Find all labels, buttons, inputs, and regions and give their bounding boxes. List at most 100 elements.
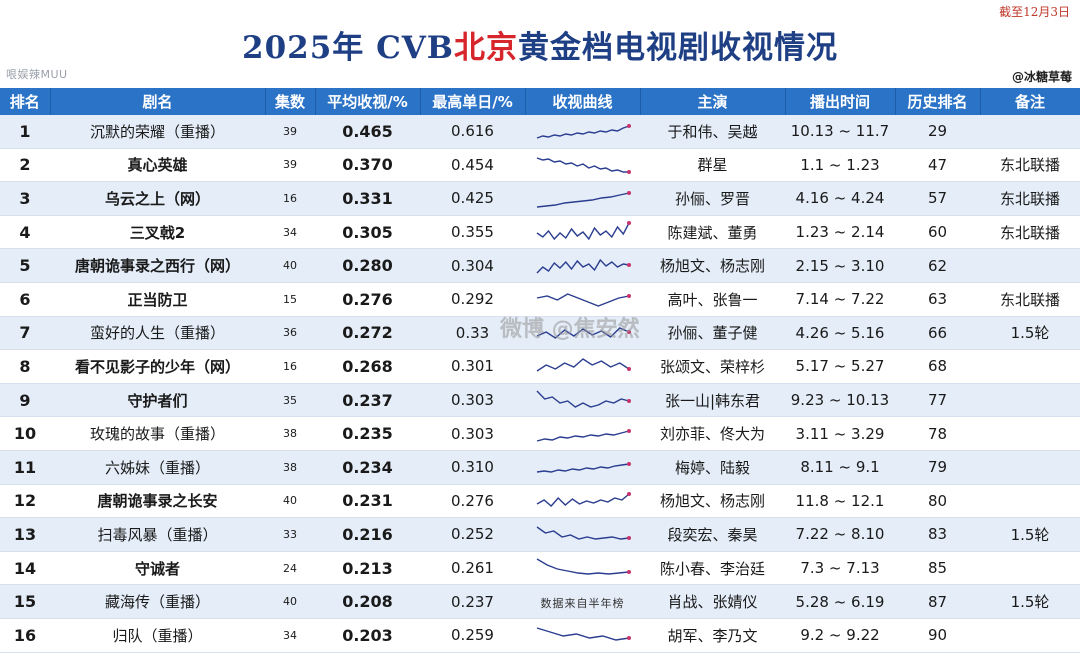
col-period: 播出时间 [785, 88, 896, 115]
avg-rating-cell: 0.331 [315, 181, 420, 216]
col-history-rank: 历史排名 [895, 88, 981, 115]
rank-cell: 5 [0, 248, 50, 283]
avg-rating-cell: 0.203 [315, 618, 420, 653]
title-cell: 看不见影子的少年（网） [50, 349, 265, 384]
table-row: 7 蛮好的人生（重播） 36 0.272 0.33 孙俪、董子健 4.26 ~ 5.16 66… [0, 316, 1080, 351]
page-title: 2025年 CVB北京黄金档电视剧收视情况 [0, 22, 1080, 67]
peak-rating-cell: 0.301 [420, 349, 525, 384]
rating-curve-line [536, 526, 629, 541]
rating-curve-end-point [626, 262, 631, 267]
rating-curve-line [536, 558, 629, 575]
curve-cell [525, 316, 640, 351]
rating-curve-end-point [626, 428, 631, 433]
rating-curve [536, 293, 631, 308]
note-cell: 1.5轮 [980, 316, 1080, 351]
period-cell: 5.28 ~ 6.19 [785, 584, 895, 619]
cast-cell: 胡军、李乃文 [640, 618, 785, 653]
rating-curve [536, 157, 631, 174]
avg-rating-cell: 0.235 [315, 416, 420, 451]
episodes-cell: 38 [265, 416, 315, 451]
left-watermark: 哏娱辣MUU [6, 68, 68, 81]
rank-cell: 16 [0, 618, 50, 653]
title-cell: 归队（重播） [50, 618, 265, 653]
cast-cell: 于和伟、吴越 [640, 115, 785, 149]
rating-curve [535, 390, 631, 408]
rating-curve-end-point [626, 462, 631, 467]
title-cell: 真心英雄 [50, 148, 265, 183]
rating-curve-line [536, 627, 629, 641]
episodes-cell: 39 [265, 115, 315, 149]
table-row: 15 藏海传（重播） 40 0.208 0.237 数据来自半年榜 肖战、张婧仪 5.28 ~… [0, 584, 1080, 619]
col-cast: 主演 [640, 88, 786, 115]
cast-cell: 陈小春、李治廷 [640, 551, 785, 586]
note-cell [980, 618, 1080, 653]
rating-curve-line [535, 390, 629, 408]
table-row: 12 唐朝诡事录之长安 40 0.231 0.276 杨旭文、杨志刚 11.8 ~ 12.1… [0, 484, 1080, 519]
curve-cell [525, 115, 640, 149]
table-row: 9 守护者们 35 0.237 0.303 张一山|韩东君 9.23 ~ 10.13 77 [0, 383, 1080, 418]
period-cell: 7.3 ~ 7.13 [785, 551, 895, 586]
rank-cell: 8 [0, 349, 50, 384]
note-cell: 东北联播 [980, 148, 1080, 183]
title-year: 2025年 CVB [242, 30, 454, 66]
rating-curve [536, 191, 631, 209]
rating-curve-line [536, 327, 629, 339]
credit-label: @冰糖草莓 [1011, 70, 1072, 84]
note-cell: 1.5轮 [980, 517, 1080, 552]
rank-cell: 15 [0, 584, 50, 619]
cast-cell: 陈建斌、董勇 [640, 215, 785, 250]
curve-cell [525, 551, 640, 586]
title-cell: 守护者们 [50, 383, 265, 418]
history-rank-cell: 57 [895, 181, 980, 216]
table-row: 1 沉默的荣耀（重播） 39 0.465 0.616 于和伟、吴越 10.13 ~ 11.7… [0, 115, 1080, 149]
curve-source-note: 数据来自半年榜 [540, 596, 625, 610]
rating-curve-end-point [626, 367, 631, 372]
rank-cell: 4 [0, 215, 50, 250]
period-cell: 7.22 ~ 8.10 [785, 517, 895, 552]
note-cell [980, 450, 1080, 485]
peak-rating-cell: 0.304 [420, 248, 525, 283]
rating-curve-end-point [626, 294, 631, 299]
period-cell: 1.23 ~ 2.14 [785, 215, 895, 250]
peak-rating-cell: 0.292 [420, 282, 525, 317]
history-rank-cell: 29 [895, 115, 980, 149]
title-cell: 扫毒风暴（重播） [50, 517, 265, 552]
title-cell: 唐朝诡事录之西行（网） [50, 248, 265, 283]
episodes-cell: 40 [265, 584, 315, 619]
avg-rating-cell: 0.280 [315, 248, 420, 283]
rating-curve-line [536, 125, 629, 139]
rating-curve-line [536, 157, 629, 173]
peak-rating-cell: 0.303 [420, 383, 525, 418]
episodes-cell: 40 [265, 484, 315, 519]
ratings-table: 排名 剧名 集数 平均收视/% 最高单日/% 收视曲线 主演 播出时间 历史排名… [0, 88, 1080, 653]
table-body: 1 沉默的荣耀（重播） 39 0.465 0.616 于和伟、吴越 10.13 ~ 11.7… [0, 115, 1080, 653]
note-cell: 东北联播 [980, 282, 1080, 317]
cast-cell: 群星 [640, 148, 785, 183]
col-avg-rating: 平均收视/% [315, 88, 421, 115]
period-cell: 7.14 ~ 7.22 [785, 282, 895, 317]
title-cell: 六姊妹（重播） [50, 450, 265, 485]
rating-curve [536, 526, 631, 541]
title-cell: 玫瑰的故事（重播） [50, 416, 265, 451]
episodes-cell: 15 [265, 282, 315, 317]
period-cell: 9.2 ~ 9.22 [785, 618, 895, 653]
note-cell: 东北联播 [980, 215, 1080, 250]
rating-curve-end-point [626, 636, 631, 641]
rating-curve-line [536, 192, 629, 209]
rank-cell: 7 [0, 316, 50, 351]
cast-cell: 肖战、张婧仪 [640, 584, 785, 619]
cast-cell: 张颂文、荣梓杉 [640, 349, 785, 384]
rating-curve [536, 491, 631, 507]
rank-cell: 11 [0, 450, 50, 485]
curve-cell [525, 215, 640, 250]
curve-cell [525, 618, 640, 653]
rating-curve [536, 462, 631, 473]
history-rank-cell: 83 [895, 517, 980, 552]
cast-cell: 杨旭文、杨志刚 [640, 248, 785, 283]
history-rank-cell: 78 [895, 416, 980, 451]
col-peak-rating: 最高单日/% [420, 88, 526, 115]
rank-cell: 13 [0, 517, 50, 552]
note-cell: 1.5轮 [980, 584, 1080, 619]
title-cell: 三叉戟2 [50, 215, 265, 250]
curve-cell [525, 282, 640, 317]
